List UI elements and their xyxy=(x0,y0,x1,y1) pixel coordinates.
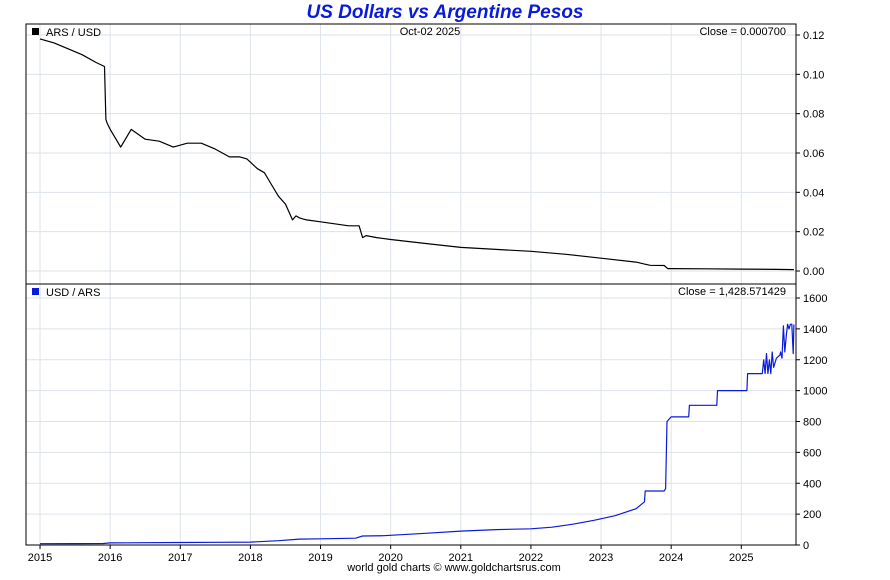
x-tick-label: 2021 xyxy=(449,552,473,564)
y-tick-label: 0 xyxy=(803,540,809,552)
legend-swatch xyxy=(32,28,39,35)
chart-title: US Dollars vs Argentine Pesos xyxy=(306,2,584,23)
y-tick-label: 200 xyxy=(803,509,821,521)
x-tick-label: 2019 xyxy=(308,552,332,564)
x-tick-label: 2018 xyxy=(238,552,262,564)
date-label: Oct-02 2025 xyxy=(400,26,461,38)
y-tick-label: 0.02 xyxy=(803,227,824,239)
y-tick-label: 400 xyxy=(803,478,821,490)
legend-label: USD / ARS xyxy=(46,287,100,299)
x-tick-label: 2025 xyxy=(729,552,753,564)
chart-footer: world gold charts © www.goldchartsrus.co… xyxy=(347,562,561,574)
y-tick-label: 1000 xyxy=(803,386,827,398)
y-tick-label: 1200 xyxy=(803,355,827,367)
y-tick-label: 1600 xyxy=(803,293,827,305)
series-line xyxy=(39,38,794,271)
x-tick-label: 2020 xyxy=(378,552,402,564)
panel-frame xyxy=(25,283,797,546)
panel-frame xyxy=(25,23,797,285)
x-tick-label: 2023 xyxy=(589,552,613,564)
x-tick-label: 2017 xyxy=(168,552,192,564)
y-tick-label: 0.04 xyxy=(803,187,824,199)
y-tick-label: 800 xyxy=(803,417,821,429)
y-tick-label: 0.10 xyxy=(803,69,824,81)
close-label: Close = 1,428.571429 xyxy=(678,286,786,298)
legend-label: ARS / USD xyxy=(46,27,101,39)
y-tick-label: 1400 xyxy=(803,324,827,336)
y-tick-label: 0.00 xyxy=(803,266,824,278)
y-tick-label: 0.06 xyxy=(803,148,824,160)
x-tick-label: 2016 xyxy=(98,552,122,564)
legend-swatch xyxy=(32,288,39,295)
series-line xyxy=(39,323,795,545)
y-tick-label: 600 xyxy=(803,447,821,459)
y-tick-label: 0.08 xyxy=(803,109,824,121)
close-label: Close = 0.000700 xyxy=(699,26,786,38)
x-tick-label: 2015 xyxy=(28,552,52,564)
x-tick-label: 2022 xyxy=(519,552,543,564)
y-tick-label: 0.12 xyxy=(803,30,824,42)
x-tick-label: 2024 xyxy=(659,552,683,564)
